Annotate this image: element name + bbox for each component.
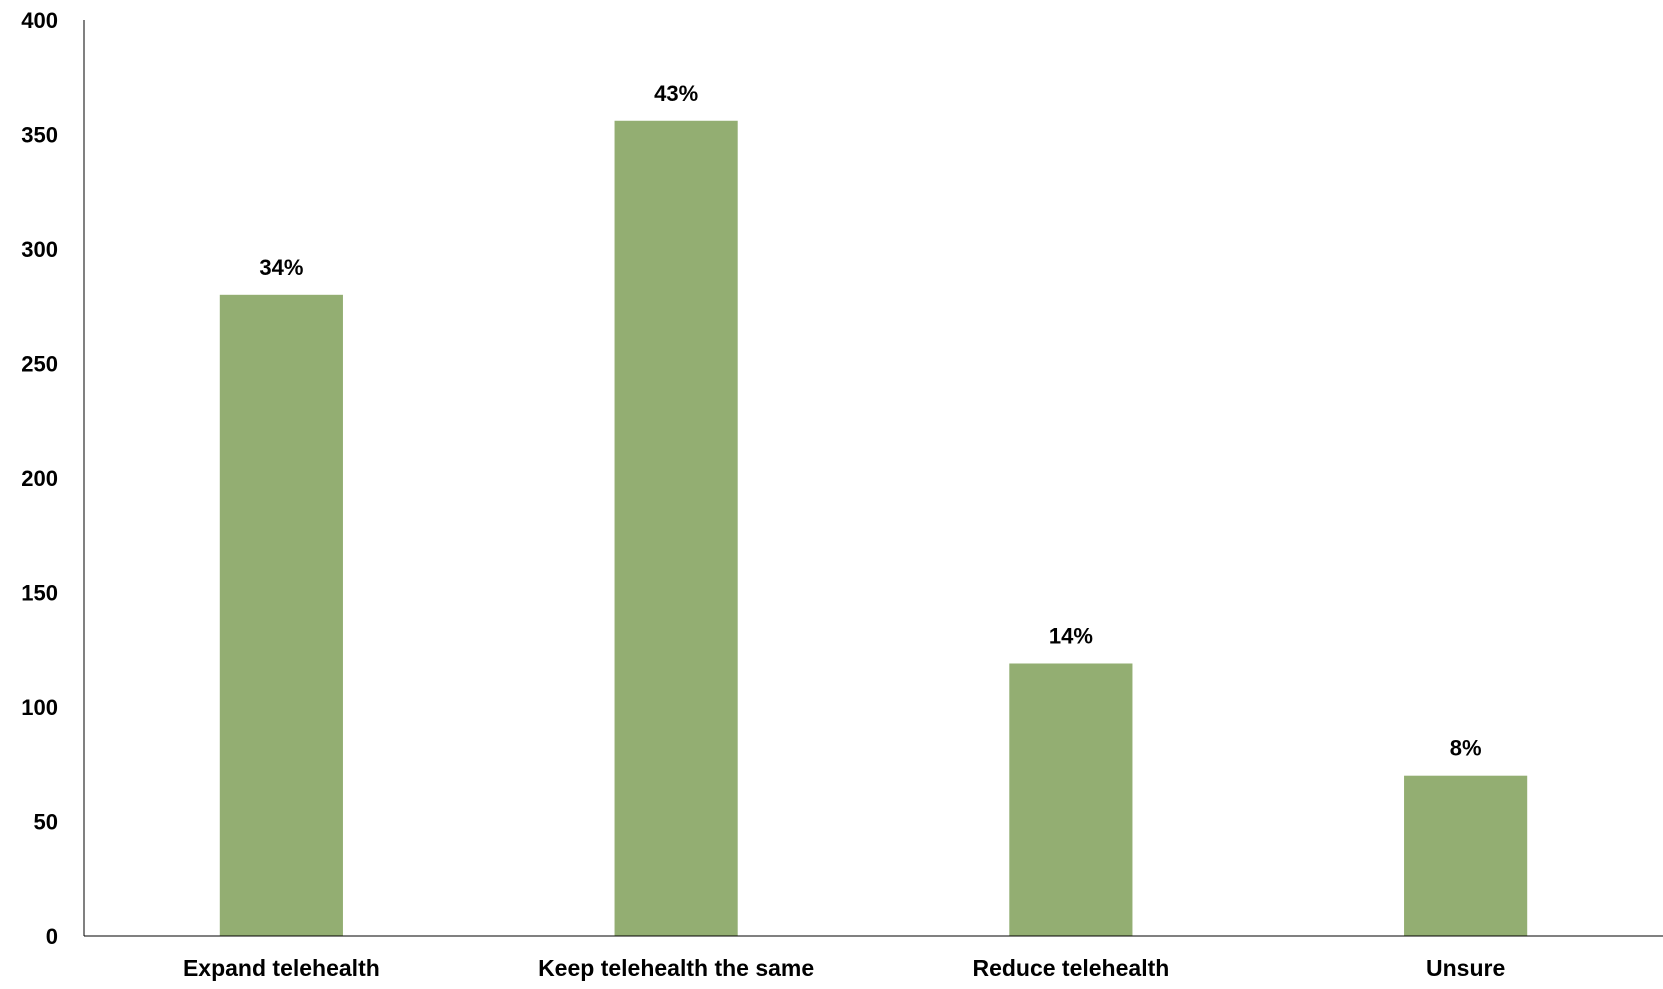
bar-data-label: 34%: [259, 255, 303, 280]
x-category-label: Unsure: [1426, 955, 1505, 981]
bar: [219, 294, 343, 936]
y-tick-label: 150: [21, 581, 58, 606]
bar-data-label: 43%: [654, 81, 698, 106]
x-category-label: Keep telehealth the same: [538, 955, 814, 981]
y-tick-label: 250: [21, 352, 58, 377]
y-tick-label: 100: [21, 695, 58, 720]
y-tick-label: 200: [21, 466, 58, 491]
bars: [219, 120, 1528, 936]
bar-data-label: 14%: [1049, 623, 1093, 648]
bar-data-label: 8%: [1450, 736, 1482, 761]
y-tick-label: 50: [34, 810, 58, 835]
x-category-label: Reduce telehealth: [972, 955, 1169, 981]
bar: [614, 120, 738, 936]
x-category-label: Expand telehealth: [183, 955, 380, 981]
data-labels: 34% 43% 14% 8%: [259, 81, 1481, 761]
bar: [1404, 775, 1528, 936]
y-tick-label: 0: [46, 924, 58, 949]
bar: [1009, 663, 1133, 936]
y-tick-label: 350: [21, 123, 58, 148]
y-axis-ticks: 0 50 100 150 200 250 300 350 400: [21, 8, 58, 949]
category-labels: Expand telehealth Keep telehealth the sam…: [183, 955, 1505, 981]
y-tick-label: 300: [21, 237, 58, 262]
y-tick-label: 400: [21, 8, 58, 33]
